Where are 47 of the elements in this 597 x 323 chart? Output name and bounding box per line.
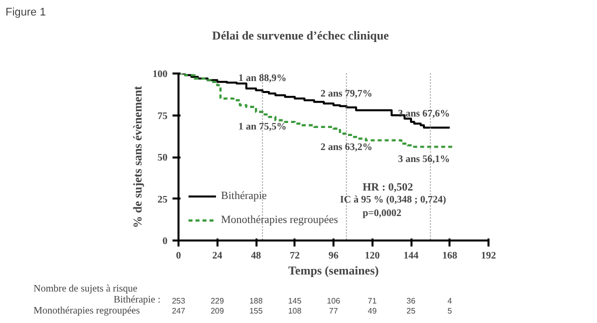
text: 188 [249,296,264,306]
x-tick-label: 48 [251,250,261,262]
y-tick-label: 75 [158,110,168,122]
x-tick-label: 144 [404,250,418,262]
chart-title: Délai de survenue d’échec clinique [212,28,390,42]
text: 209 [210,306,224,316]
text: 71 [368,296,378,306]
text: 5 [448,306,453,316]
text: 49 [368,306,378,316]
annotation: HR : 0,502 [362,182,414,194]
x-tick-label: 24 [212,250,222,262]
annotation: 2 ans 79,7% [320,88,372,100]
text: 77 [329,306,338,316]
y-tick-label: 0 [162,236,168,247]
text: 229 [210,296,224,306]
text: 155 [249,306,264,316]
annotation: 2 ans 63,2% [320,142,372,153]
annotation: 1 an 88,9% [238,73,286,84]
text: 106 [326,296,341,306]
x-tick-label: 72 [290,250,300,262]
text: Nombre de sujets à risque [34,284,138,294]
annotation: p=0,0002 [362,208,402,219]
y-tick-label: 50 [158,152,168,164]
y-tick-label: 25 [158,194,168,206]
text: 108 [288,306,302,316]
text: 247 [172,306,186,316]
text: 145 [288,296,302,306]
text: 253 [172,296,186,306]
x-axis-title: Temps (semaines) [288,264,379,278]
x-tick-label: 96 [328,250,338,262]
text: 25 [406,306,416,316]
x-tick-label: 0 [176,250,181,262]
x-tick-label: 192 [481,250,496,262]
text: 4 [448,296,453,306]
y-tick-label: 100 [152,69,168,80]
annotation: IC à 95 % (0,348 ; 0,724) [340,194,446,206]
caption: Figure 1 [6,6,46,18]
legend-label: Monothérapies regroupées [221,214,338,226]
y-axis-title: % de sujets sans évènement [130,86,144,228]
legend-label: Bithérapie [221,190,267,202]
x-tick-label: 120 [364,250,380,262]
text: Bithérapie : [114,294,161,306]
annotation: 1 an 75,5% [238,121,286,132]
text: Monothérapies regroupées [34,306,140,316]
text: 36 [406,296,416,306]
annotation: 3 ans 56,1% [398,154,450,165]
x-tick-label: 168 [442,250,458,262]
